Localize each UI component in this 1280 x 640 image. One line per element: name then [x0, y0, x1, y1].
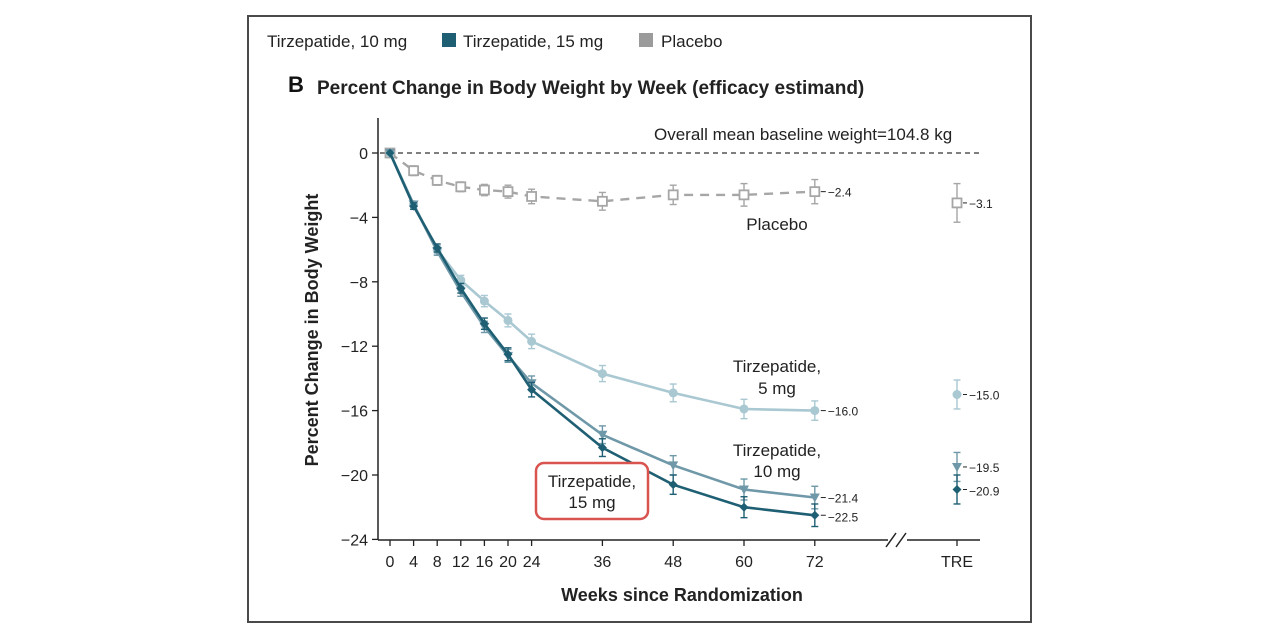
data-point: [809, 493, 820, 503]
data-point: [597, 195, 608, 207]
tre-value-label: −19.5: [969, 461, 1000, 475]
x-tick-label: 16: [476, 554, 494, 571]
data-point: [738, 189, 750, 201]
data-point: [479, 296, 489, 306]
series-layer: −2.4 −3.1 −16.0 −15.0 −21.4 −19.5 −22.5 −20.9: [384, 147, 1000, 528]
data-point: [385, 148, 395, 158]
data-point: [667, 189, 679, 201]
end-value-label: −22.5: [828, 510, 859, 524]
data-point: [502, 186, 514, 198]
data-point: [810, 510, 820, 520]
y-tick-label: −4: [350, 210, 368, 227]
data-point: [408, 165, 420, 177]
data-point: [951, 197, 963, 209]
y-axis-title: Percent Change in Body Weight: [302, 194, 322, 467]
data-point: [479, 319, 489, 329]
x-tick-label: 24: [523, 554, 541, 571]
annotation-tirz15-line2: 15 mg: [568, 493, 615, 512]
data-point: [739, 502, 749, 512]
data-point: [456, 283, 466, 293]
legend-swatch-tirz15: [442, 33, 456, 47]
end-value-label: −16.0: [828, 405, 859, 419]
series-tirzepatide-15-mg: −22.5 −20.9: [385, 148, 1000, 528]
y-tick-label: −20: [341, 468, 368, 485]
y-tick-label: 0: [359, 146, 368, 163]
x-tick-label: 48: [664, 554, 682, 571]
data-point: [432, 243, 442, 253]
legend-label-tirz15: Tirzepatide, 15 mg: [463, 32, 603, 51]
x-tick-label: 0: [386, 554, 395, 571]
tre-value-label: −20.9: [969, 484, 1000, 498]
annotation-placebo: Placebo: [746, 215, 807, 234]
x-tick-label: 72: [806, 554, 824, 571]
baseline-note: Overall mean baseline weight=104.8 kg: [654, 125, 952, 144]
data-point: [526, 191, 537, 202]
data-point: [597, 430, 608, 440]
data-point: [952, 484, 962, 494]
data-point: [597, 443, 607, 453]
y-tick-label: −24: [341, 532, 368, 549]
tre-value-label: −15.0: [969, 389, 1000, 403]
data-point: [952, 390, 962, 399]
data-point: [455, 181, 467, 193]
chart-title: Percent Change in Body Weight by Week (e…: [317, 78, 864, 99]
legend-label-placebo: Placebo: [661, 32, 722, 51]
end-value-label: −21.4: [828, 492, 859, 506]
x-tick-label: 8: [433, 554, 442, 571]
series-tirzepatide-10-mg: −21.4 −19.5: [385, 149, 1000, 510]
x-tick-label: 4: [409, 554, 418, 571]
legend-label-tirz10: Tirzepatide, 10 mg: [267, 32, 407, 51]
annotation-tirz10-line1: Tirzepatide,: [733, 441, 821, 460]
panel-letter: B: [288, 72, 304, 97]
x-tick-label: 60: [735, 554, 753, 571]
data-point: [739, 404, 749, 414]
annotation-tirz5-line2: 5 mg: [758, 379, 796, 398]
legend: Tirzepatide, 10 mg Tirzepatide, 15 mg Pl…: [267, 32, 722, 51]
data-point: [739, 485, 749, 495]
data-point: [668, 480, 678, 490]
y-tick-label: −16: [341, 404, 368, 421]
data-point: [952, 462, 962, 472]
data-point: [597, 369, 607, 379]
x-tick-label: 20: [499, 554, 517, 571]
x-tick-label: 36: [594, 554, 612, 571]
data-point: [478, 184, 490, 196]
data-point: [668, 461, 679, 471]
data-point: [409, 201, 419, 211]
annotation-tirz5-line1: Tirzepatide,: [733, 357, 821, 376]
x-ticks: 0 4 8 12 16 20 24 36 48 60 72 TRE: [386, 540, 973, 571]
data-point: [810, 406, 820, 416]
annotation-tirz15-line1: Tirzepatide,: [548, 472, 636, 491]
y-tick-label: −12: [341, 339, 368, 356]
annotation-tirz15-highlight-box: [534, 461, 650, 521]
legend-swatch-placebo: [639, 33, 653, 47]
data-point: [527, 336, 537, 346]
annotation-tirz10-line2: 10 mg: [753, 462, 800, 481]
y-tick-label: −8: [350, 275, 368, 292]
x-axis-title: Weeks since Randomization: [561, 585, 803, 605]
tre-value-label: −3.1: [969, 197, 993, 211]
series-placebo: −2.4 −3.1: [384, 147, 993, 223]
data-point: [809, 186, 821, 198]
data-point: [668, 388, 678, 398]
x-tick-label: TRE: [941, 554, 973, 571]
data-point: [527, 385, 537, 395]
y-ticks: 0 −4 −8 −12 −16 −20 −24: [341, 146, 378, 549]
data-point: [503, 349, 513, 359]
x-tick-label: 12: [452, 554, 470, 571]
data-point: [503, 315, 513, 325]
end-value-label: −2.4: [828, 186, 852, 200]
axis-break-icon: [885, 532, 907, 548]
data-point: [431, 174, 443, 186]
